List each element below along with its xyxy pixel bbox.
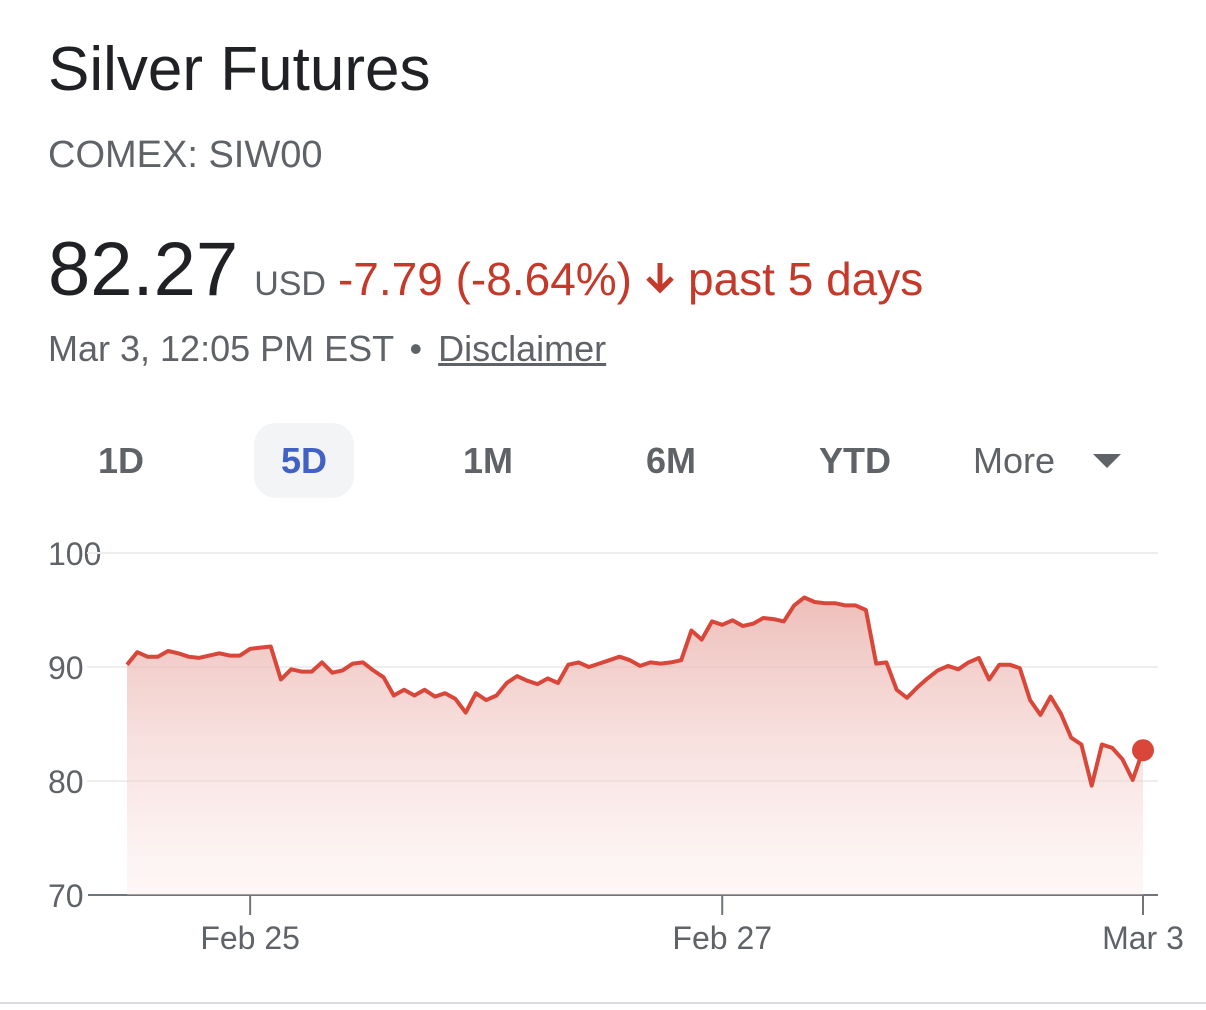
y-tick-label: 80 xyxy=(48,764,84,800)
disclaimer-link[interactable]: Disclaimer xyxy=(438,328,607,369)
tab[interactable]: YTD xyxy=(805,423,905,498)
tab[interactable]: 5D xyxy=(254,423,354,498)
price-line xyxy=(125,595,1145,788)
y-tick-label: 100 xyxy=(48,536,101,572)
last-point xyxy=(1132,739,1154,762)
tab-label: YTD xyxy=(819,440,891,481)
exchange: COMEX: SIW00 xyxy=(48,134,323,176)
tab-label: 6M xyxy=(645,440,696,481)
timestamp-row: Mar 3, 12:05 PM EST • Disclaimer xyxy=(48,328,606,370)
tab-label: More xyxy=(973,440,1056,481)
tab-label: 5D xyxy=(280,440,328,481)
y-tick-label: 70 xyxy=(48,878,84,914)
tab-label: 1D xyxy=(97,440,145,481)
price: 82.27 xyxy=(48,227,239,312)
separator: • xyxy=(409,328,423,369)
timestamp: Mar 3, 12:05 PM EST xyxy=(48,328,394,369)
x-tick-label: Mar 3 xyxy=(1102,920,1184,956)
divider xyxy=(0,1002,1206,1004)
dropdown-icon xyxy=(1093,454,1121,468)
currency: USD xyxy=(254,265,326,303)
tab[interactable]: 1M xyxy=(438,423,538,498)
x-tick-label: Feb 27 xyxy=(672,920,772,956)
tab[interactable]: 1D xyxy=(71,423,171,498)
x-tick-label: Feb 25 xyxy=(200,920,300,956)
period: past 5 days xyxy=(688,253,924,305)
tab[interactable]: More xyxy=(973,423,1083,498)
price-row: 82.27 USD -7.79 (-8.64%) past 5 days xyxy=(48,226,923,313)
down-arrow xyxy=(646,263,674,294)
y-tick-label: 90 xyxy=(48,650,84,686)
tab[interactable]: 6M xyxy=(621,423,721,498)
change: -7.79 (-8.64%) xyxy=(337,253,632,305)
area xyxy=(127,597,1143,895)
tab-label: 1M xyxy=(462,440,513,481)
title: Silver Futures xyxy=(48,35,431,104)
